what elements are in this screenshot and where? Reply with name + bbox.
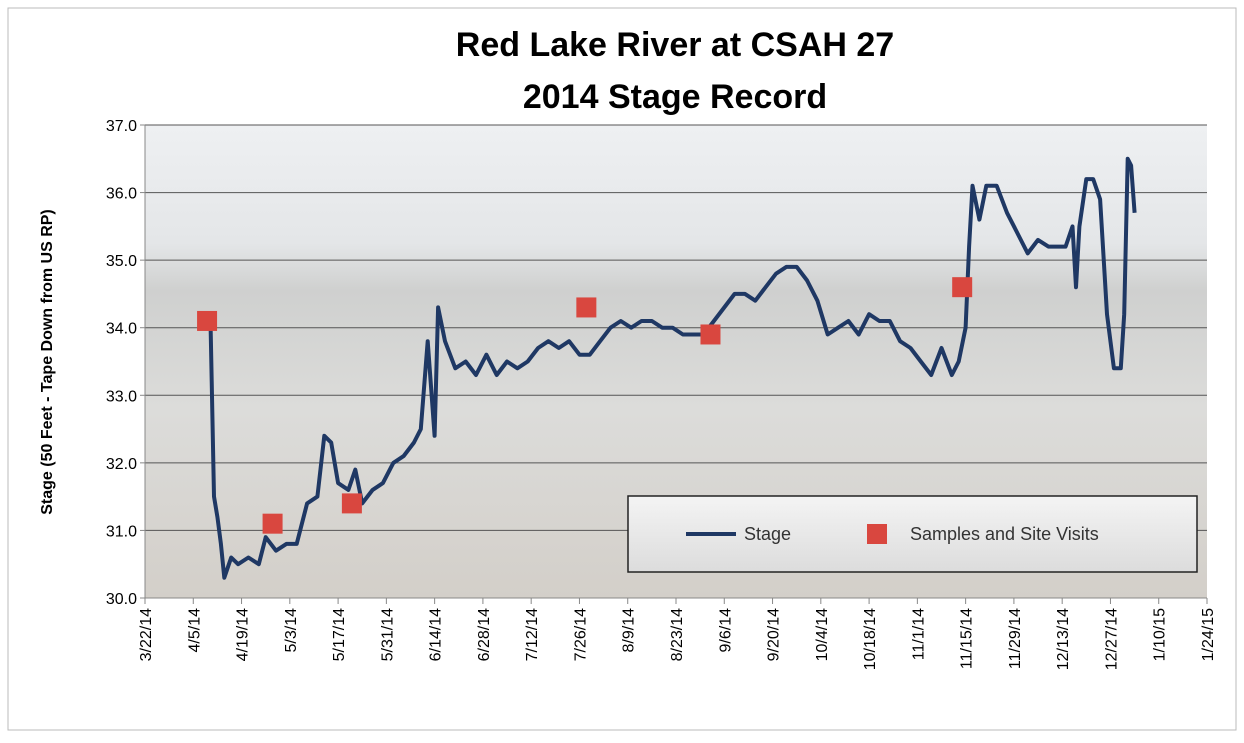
x-tick-label: 6/14/14 xyxy=(428,608,445,661)
x-tick-label: 11/1/14 xyxy=(910,608,927,660)
x-tick-label: 5/3/14 xyxy=(283,608,300,653)
chart-subtitle: 2014 Stage Record xyxy=(523,78,827,116)
x-tick-label: 4/19/14 xyxy=(235,608,252,661)
legend-label: Stage xyxy=(744,524,791,544)
x-tick-label: 1/24/15 xyxy=(1200,608,1217,661)
legend-label: Samples and Site Visits xyxy=(910,524,1099,544)
x-tick-label: 7/12/14 xyxy=(524,608,541,661)
x-tick-label: 9/6/14 xyxy=(717,608,734,653)
y-tick-label: 32.0 xyxy=(106,456,137,473)
x-tick-label: 12/27/14 xyxy=(1103,608,1120,670)
x-tick-label: 10/4/14 xyxy=(814,608,831,661)
x-tick-label: 7/26/14 xyxy=(572,608,589,661)
x-tick-label: 5/17/14 xyxy=(331,608,348,661)
x-tick-label: 5/31/14 xyxy=(379,608,396,661)
y-tick-label: 35.0 xyxy=(106,253,137,270)
sample-marker xyxy=(952,277,973,298)
y-tick-label: 37.0 xyxy=(106,118,137,135)
x-tick-label: 6/28/14 xyxy=(476,608,493,661)
y-tick-label: 31.0 xyxy=(106,523,137,540)
x-tick-label: 9/20/14 xyxy=(766,608,783,661)
sample-marker xyxy=(262,513,283,534)
legend-marker xyxy=(867,524,887,544)
x-tick-label: 4/5/14 xyxy=(186,608,203,653)
legend: Stage Samples and Site Visits xyxy=(627,495,1198,573)
y-axis-label: Stage (50 Feet - Tape Down from US RP) xyxy=(39,209,56,515)
y-tick-label: 33.0 xyxy=(106,388,137,405)
sample-marker xyxy=(576,297,597,318)
x-tick-label: 11/15/14 xyxy=(959,608,976,669)
sample-marker xyxy=(197,310,218,331)
y-tick-label: 30.0 xyxy=(106,591,137,608)
x-tick-label: 11/29/14 xyxy=(1007,608,1024,669)
stage-line xyxy=(208,156,1137,580)
y-tick-label: 36.0 xyxy=(106,186,137,203)
chart-title: Red Lake River at CSAH 27 xyxy=(456,26,894,64)
x-tick-label: 8/9/14 xyxy=(621,608,638,653)
y-tick-label: 34.0 xyxy=(106,321,137,338)
x-tick-label: 12/13/14 xyxy=(1055,608,1072,670)
sample-marker xyxy=(341,493,362,514)
x-tick-label: 1/10/15 xyxy=(1152,608,1169,661)
x-tick-label: 10/18/14 xyxy=(862,608,879,670)
x-tick-label: 3/22/14 xyxy=(138,608,155,661)
x-tick-label: 8/23/14 xyxy=(669,608,686,661)
sample-marker xyxy=(700,324,721,345)
